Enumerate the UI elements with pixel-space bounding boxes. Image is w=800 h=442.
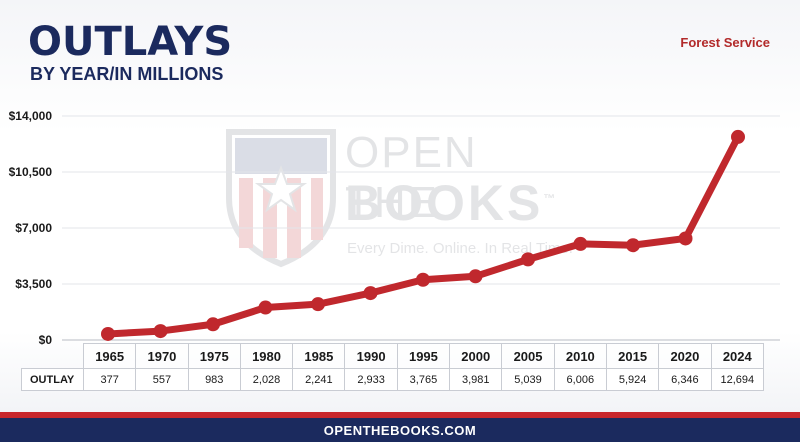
data-point (153, 324, 168, 339)
watermark-tagline: Every Dime. Online. In Real Time. (347, 240, 573, 257)
data-point (311, 297, 325, 312)
outlay-value-cell: 983 (187, 368, 241, 391)
outlay-value-cell: 6,346 (658, 368, 712, 391)
outlay-value-cell: 6,006 (553, 368, 607, 391)
data-point (521, 252, 535, 267)
x-tick-label: 1985 (292, 343, 346, 369)
x-tick-label: 2005 (501, 343, 555, 369)
x-tick-label: 1990 (344, 343, 398, 369)
data-point (101, 326, 115, 341)
x-tick-label: 1975 (187, 343, 241, 369)
outlay-value-cell: 3,981 (449, 368, 503, 391)
x-tick-label: 1980 (239, 343, 294, 369)
outlay-row: OUTLAY 377 557 983 2,028 2,241 2,933 3,765 3,98… (21, 368, 765, 391)
data-table: 1965 1970 1975 1980 1985 1990 1995 2000 2005 2010… (21, 343, 765, 391)
watermark-line-1: OPEN THE (345, 128, 478, 227)
outlay-value-cell: 377 (82, 368, 137, 391)
agency-label: Forest Service (680, 35, 770, 50)
x-tick-label: 2010 (553, 343, 607, 369)
grid-lines (62, 115, 780, 341)
outlay-value-cell: 2,028 (239, 368, 294, 391)
year-row: 1965 1970 1975 1980 1985 1990 1995 2000 2005 2010… (21, 343, 765, 369)
chart-subtitle: BY YEAR/IN MILLIONS (30, 64, 224, 84)
data-point (416, 272, 430, 287)
outlay-row-label: OUTLAY (21, 368, 84, 391)
x-tick-label: 2000 (449, 343, 503, 369)
x-tick-label: 1970 (135, 343, 189, 369)
y-tick-label: $14,000 (9, 109, 53, 123)
series-line (104, 133, 742, 338)
watermark-line-2: BOOKS™ (345, 174, 558, 232)
y-tick-label: $10,500 (9, 165, 53, 179)
y-tick-label: $7,000 (15, 221, 52, 235)
x-tick-label: 2020 (658, 343, 712, 369)
watermark: OPEN THE BOOKS™ Every Dime. Online. In R… (225, 128, 580, 273)
chart-title: OUTLAYS (28, 19, 233, 65)
flag-shield-icon (226, 129, 336, 268)
data-point (626, 238, 640, 253)
data-point (206, 317, 220, 332)
plot-area (101, 129, 745, 341)
data-point (363, 286, 378, 301)
outlay-value-cell: 557 (135, 368, 189, 391)
red-stripe (0, 412, 800, 418)
data-point (468, 269, 483, 284)
data-point (678, 231, 693, 246)
y-axis: $0$3,500$7,000$10,500$14,000 (9, 109, 53, 347)
data-point (573, 236, 588, 251)
table-corner-cell (21, 343, 84, 369)
footer-website: OPENTHEBOOKS.COM (323, 422, 477, 438)
watermark-brand: BOOKS (345, 175, 544, 231)
data-point (731, 129, 745, 144)
x-tick-label: 1995 (396, 343, 451, 369)
x-tick-label: 2015 (605, 343, 660, 369)
outlay-value-cell: 5,924 (605, 368, 660, 391)
watermark-trademark: ™ (543, 191, 559, 206)
outlay-value-cell: 5,039 (501, 368, 555, 391)
outlay-value-cell: 2,933 (344, 368, 398, 391)
y-tick-label: $3,500 (15, 277, 52, 291)
footer-bar: OPENTHEBOOKS.COM (0, 418, 800, 442)
outlay-value-cell: 2,241 (292, 368, 346, 391)
data-point (258, 300, 273, 315)
outlay-value-cell: 12,694 (710, 368, 765, 391)
x-tick-label: 2024 (710, 343, 765, 369)
outlay-value-cell: 3,765 (396, 368, 451, 391)
x-tick-label: 1965 (82, 343, 137, 369)
